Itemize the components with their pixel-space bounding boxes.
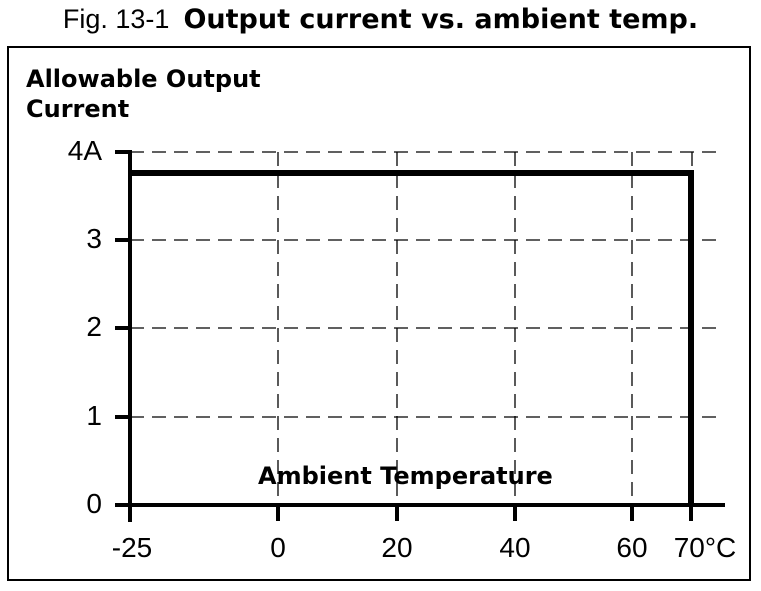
figure-title: Fig. 13-1 Output current vs. ambient temp… [0, 4, 761, 35]
y-tick-label-0: 0 [86, 488, 102, 519]
y-tick-label-4: 4A [67, 135, 102, 166]
current-curve [130, 170, 694, 505]
x-tick-label-0: 0 [270, 532, 286, 563]
axes [115, 150, 725, 522]
y-tick-label-2: 2 [86, 311, 102, 342]
figure-caption: Output current vs. ambient temp. [183, 4, 699, 35]
x-tick-label-20: 20 [381, 532, 413, 563]
x-tick-label-m25: -25 [111, 532, 153, 563]
x-tick-label-40: 40 [499, 532, 531, 563]
x-tick-label-60: 60 [616, 532, 648, 563]
x-axis-label: Ambient Temperature [258, 462, 553, 490]
y-axis-label-line2: Current [26, 95, 130, 123]
x-tick-label-70: 70°C [673, 532, 737, 563]
chart-frame [7, 46, 751, 581]
y-tick-label-1: 1 [86, 400, 102, 431]
y-axis-label: Allowable Output Current [26, 64, 261, 124]
y-tick-label-3: 3 [86, 223, 102, 254]
y-axis-label-line1: Allowable Output [26, 65, 261, 93]
figure-number: Fig. 13-1 [62, 4, 170, 34]
grid-lines [130, 151, 717, 505]
